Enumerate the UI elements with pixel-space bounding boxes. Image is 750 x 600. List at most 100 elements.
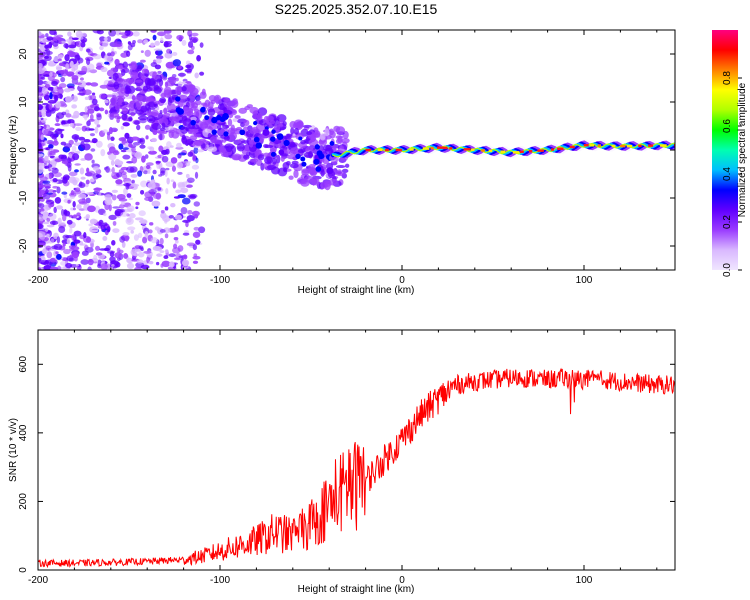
spectrogram-noise-blob [82,143,91,151]
spectrogram-ridge-blob [159,97,167,104]
spectrogram-noise-blob [83,232,87,239]
spectrogram-noise-blob [69,122,74,128]
spectrogram-noise-blob [118,143,124,150]
spectrogram-noise-blob [87,50,94,56]
spectrogram-noise-blob [100,263,108,270]
spectrogram-noise-blob [69,254,76,258]
spectrogram-noise-blob [56,34,64,38]
spectrogram-noise-blob [46,36,54,41]
spectrogram-noise-blob [127,41,132,45]
spectrogram-noise-blob [48,213,57,221]
spectrogram-ridge-blob [121,113,128,121]
spectrogram-noise-blob [126,205,135,212]
spectrogram-noise-blob [44,140,48,144]
spectrogram-noise-blob [135,201,140,206]
spectrogram-ridge-blob [290,127,295,135]
spectrogram-noise-blob [85,58,91,66]
spectrogram-noise-blob [72,201,76,208]
chart-title: S225.2025.352.07.10.E15 [275,1,438,17]
spectrogram-noise-blob [149,146,155,152]
spectrogram-noise-blob [86,170,96,177]
spectrogram-hot-segment [395,148,403,152]
spectrogram-noise-blob [65,262,73,269]
spectrogram-hot-segment [437,146,444,149]
spectrogram-noise-blob [71,75,79,81]
snr-frame [37,329,676,571]
spectrogram-peak-spot [298,136,303,141]
snr-ticks: -200 -100 0 100 0 200 400 600 [18,330,675,586]
spectrogram-noise-blob [112,206,121,209]
spectrogram-hot-segment [512,151,520,154]
spectrogram-noise-blob [38,116,42,122]
spectrogram-ridge-blob [257,154,265,161]
spectrogram-ridge-blob [157,130,168,135]
spectrogram-noise-blob [38,156,45,164]
spectrogram-noise-blob [135,206,139,210]
spectrogram-noise-blob [79,243,87,246]
spectrogram-peak-spot [253,120,258,126]
spectrogram-noise-blob [78,70,87,74]
spectrogram-noise-blob [192,255,201,260]
spectrogram-noise-blob [89,218,98,225]
spectrogram-ridge-blob [167,129,176,134]
spectrogram-noise-blob [106,36,112,42]
spectrogram-noise-blob [104,99,109,104]
spectrogram-ridge-blob [293,127,300,135]
spectrogram-ridge-blob [130,112,135,117]
spectrogram-noise-blob [126,160,134,164]
spectrogram-ridge-blob [246,104,253,109]
spectrogram-noise-blob [141,155,146,163]
spectrogram-noise-blob [41,87,48,95]
spectrogram-noise-blob [100,66,108,73]
spectrogram-ridge-blob [227,127,236,136]
spectrogram-noise-blob [188,34,193,41]
spectrogram-noise-blob [160,167,166,174]
spectrogram-noise-blob [47,62,57,67]
spectrogram-noise-blob [128,143,133,148]
spectrogram-noise-blob [132,253,140,257]
spectrogram-ridge-blob [194,100,202,106]
spectrogram-noise-blob [156,253,163,257]
spectrogram-noise-blob [80,41,86,48]
spectrogram-ridge-blob [163,107,168,114]
spectrogram-noise-blob [68,176,76,184]
spectrogram-noise-blob [166,48,172,54]
spectrogram-noise-blob [114,158,121,164]
spectrogram-noise-blob [131,179,135,184]
spectrogram-noise-blob [177,153,182,159]
spectrogram-ridge-blob [144,124,151,130]
spectrogram-noise-blob [64,54,70,62]
spectrogram-noise-blob [144,49,151,57]
spectrogram-noise-blob [60,133,64,139]
colorbar: 0.0 0.2 0.4 0.6 0.8 Normalized spectral ampl… [712,30,748,277]
spectrogram-noise-blob [108,153,117,161]
spectrogram-ridge-blob [303,152,314,158]
spectrogram-noise-blob [177,171,183,175]
spectrogram-noise-blob [39,211,47,214]
spectrogram-noise-blob [84,96,90,101]
spectrogram-noise-blob [100,148,106,157]
spectrogram-noise-blob [85,197,91,204]
spectrogram-ridge-blob [131,62,137,71]
spectrogram-ridge-blob [215,143,221,147]
spectrogram-noise-blob [99,40,103,46]
spectrogram-noise-blob [83,216,90,219]
spectrogram-peak-spot [271,129,276,134]
spectrogram-noise-blob [43,156,49,164]
spectrogram-hot-segment [660,144,667,147]
spectrogram-ridge-blob [122,61,129,69]
spectrogram-noise-blob [143,170,149,175]
spectrogram-noise-blob [63,43,69,49]
snr-ylabel: SNR (10 * v/v) [8,418,19,482]
spectrogram-noise-blob [56,66,63,71]
spectrogram-peak-spot [204,115,210,121]
spectrogram-ridge-blob [297,149,306,154]
spectrogram-ridge-blob [163,86,172,96]
spectrogram-noise-blob [47,144,54,149]
spectrogram-noise-blob [191,210,200,217]
spectrogram-noise-blob [72,207,76,211]
spectrogram-noise-blob [46,251,53,259]
spectrogram-noise-blob [45,199,55,205]
spectrogram-noise-blob [71,95,79,102]
snr-xtick-label: 0 [399,575,405,586]
